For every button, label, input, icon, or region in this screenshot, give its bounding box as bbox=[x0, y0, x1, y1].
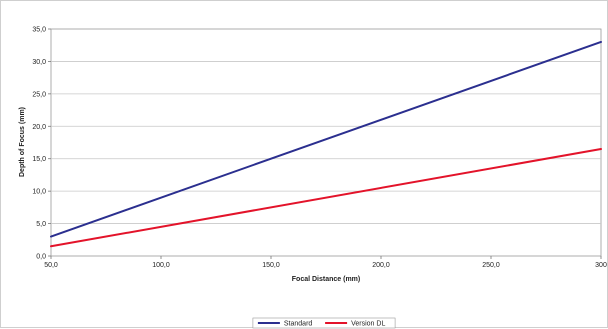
x-tick-label: 200,0 bbox=[372, 262, 390, 269]
y-tick-label: 5,0 bbox=[36, 221, 46, 228]
x-tick-label: 250,0 bbox=[482, 262, 500, 269]
series-lines bbox=[50, 40, 602, 248]
plot-area bbox=[50, 28, 602, 257]
series-line-standard bbox=[50, 40, 602, 238]
x-tick-label: 150,0 bbox=[262, 262, 280, 269]
legend-label: Version DL bbox=[351, 321, 385, 328]
y-axis-title: Depth of Focus (mm) bbox=[19, 107, 26, 177]
x-tick-label: 300 bbox=[595, 262, 607, 269]
y-tick-label: 30,0 bbox=[32, 59, 46, 66]
x-axis-title: Focal Distance (mm) bbox=[292, 276, 360, 283]
x-tick-label: 100,0 bbox=[152, 262, 170, 269]
y-tick-label: 10,0 bbox=[32, 189, 46, 196]
y-tick-label: 35,0 bbox=[32, 27, 46, 34]
y-tick-label: 25,0 bbox=[32, 91, 46, 98]
y-tick-label: 20,0 bbox=[32, 124, 46, 131]
x-tick-label: 50,0 bbox=[44, 262, 58, 269]
x-axis-ticks: 50,0 100,0 150,0 200,0 250,0 300 bbox=[44, 256, 607, 269]
legend-label: Standard bbox=[284, 321, 313, 328]
gridlines bbox=[51, 61, 601, 224]
series-line-version-dl bbox=[50, 147, 602, 248]
y-tick-label: 0,0 bbox=[36, 254, 46, 261]
y-axis-ticks: 0,0 5,0 10,0 15,0 20,0 25,0 30,0 35,0 bbox=[32, 27, 51, 261]
legend: Standard Version DL bbox=[252, 317, 396, 329]
y-tick-label: 15,0 bbox=[32, 156, 46, 163]
